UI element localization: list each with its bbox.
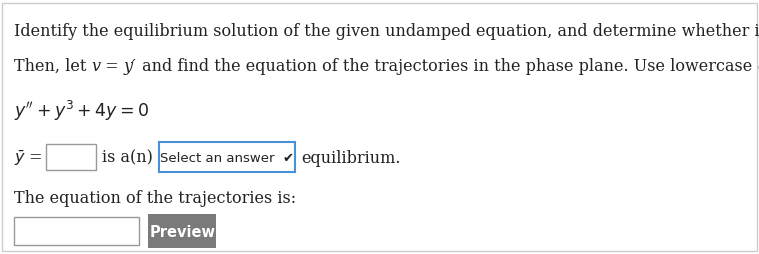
Text: $y'' + y^3 + 4y = 0$: $y'' + y^3 + 4y = 0$ [14,99,149,122]
FancyBboxPatch shape [148,215,216,248]
FancyBboxPatch shape [14,217,139,245]
Text: is a(n): is a(n) [102,149,153,166]
Text: $\bar{y}$ =: $\bar{y}$ = [14,148,43,167]
Text: y′: y′ [124,58,137,74]
Text: Identify the equilibrium solution of the given undamped equation, and determine : Identify the equilibrium solution of the… [14,23,759,40]
Text: Preview: Preview [150,224,215,239]
Text: and find the equation of the trajectories in the phase plane. Use lowercase: and find the equation of the trajectorie… [137,58,757,74]
Text: The equation of the trajectories is:: The equation of the trajectories is: [14,190,296,207]
Text: equilibrium.: equilibrium. [301,149,401,166]
Text: c: c [757,58,759,74]
FancyBboxPatch shape [46,145,96,170]
Text: =: = [100,58,124,74]
Text: is a(n): is a(n) [102,149,153,166]
Text: v: v [91,58,100,74]
Text: $\bar{y}$ =: $\bar{y}$ = [14,148,43,167]
FancyBboxPatch shape [159,142,295,173]
Text: Then, let: Then, let [14,58,91,74]
Text: Select an answer  ✔: Select an answer ✔ [159,151,294,164]
